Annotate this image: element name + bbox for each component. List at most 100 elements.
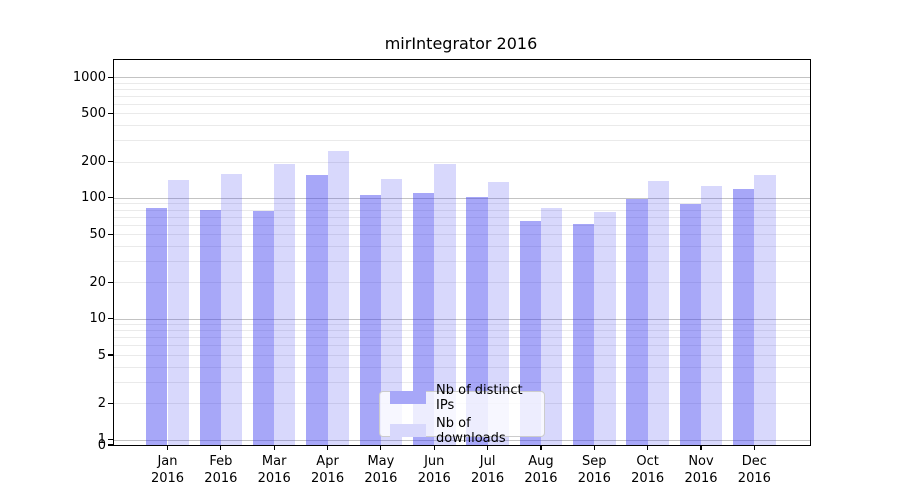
minor-gridline (114, 125, 810, 127)
x-tick-label-oct: Oct 2016 (631, 454, 665, 486)
y-tick-mark (108, 76, 113, 78)
x-tick-mark (753, 445, 755, 450)
x-tick-mark (700, 445, 702, 450)
minor-gridline (114, 88, 810, 90)
bar-nov-distinct-ips (679, 204, 701, 445)
y-tick-mark (108, 438, 113, 441)
y-tick-mark (108, 318, 113, 320)
legend-label-downloads: Nb of downloads (436, 415, 506, 446)
legend-row-downloads: Nb of downloads (380, 416, 544, 446)
y-tick-label: 500 (81, 105, 106, 121)
x-tick-label-jan: Jan 2016 (150, 454, 185, 486)
minor-gridline (114, 95, 810, 97)
bar-oct-downloads (647, 180, 669, 445)
y-tick-label: 200 (81, 154, 106, 170)
x-tick-mark (273, 445, 275, 450)
bar-jun-downloads (434, 164, 456, 445)
major-gridline (114, 318, 810, 320)
bar-jun-distinct-ips (412, 192, 435, 445)
bar-feb-distinct-ips (199, 209, 221, 445)
major-gridline (114, 197, 810, 199)
minor-gridline (114, 203, 810, 205)
minor-gridline (114, 366, 810, 368)
x-tick-label-aug: Aug 2016 (524, 454, 558, 486)
x-tick-mark (647, 445, 649, 450)
minor-gridline (114, 282, 810, 284)
minor-gridline (114, 82, 810, 84)
y-tick-mark (108, 354, 113, 356)
x-tick-label-nov: Nov 2016 (684, 454, 718, 486)
minor-gridline (114, 234, 810, 236)
y-tick-label: 100 (81, 190, 106, 206)
legend-swatch-downloads (390, 424, 426, 437)
minor-gridline (114, 140, 810, 142)
bar-nov-downloads (701, 186, 723, 445)
y-tick-label: 50 (89, 226, 106, 242)
bar-jan-downloads (167, 180, 189, 445)
x-tick-mark (593, 445, 595, 450)
bar-dec-distinct-ips (733, 189, 755, 445)
minor-gridline (114, 261, 810, 263)
minor-gridline (114, 324, 810, 326)
legend: Nb of distinct IPs Nb of downloads (379, 383, 545, 446)
bar-jul-downloads (487, 182, 509, 445)
y-tick-mark (108, 281, 113, 283)
y-tick-label: 10 (89, 311, 106, 327)
minor-gridline (114, 330, 810, 332)
y-tick-label: 2 (97, 395, 106, 411)
bar-aug-distinct-ips (519, 221, 541, 445)
bar-oct-distinct-ips (626, 198, 648, 445)
y-tick-mark (108, 233, 113, 235)
x-tick-label-apr: Apr 2016 (311, 454, 345, 486)
legend-label-distinct-ips: Nb of distinct IPs (436, 382, 523, 413)
bar-dec-downloads (754, 174, 776, 445)
bar-sep-downloads (594, 211, 616, 445)
y-tick-mark (108, 160, 113, 163)
bar-sep-distinct-ips (573, 223, 595, 445)
bar-mar-downloads (274, 164, 296, 445)
bar-may-distinct-ips (359, 195, 381, 445)
major-gridline (114, 439, 810, 441)
bar-may-downloads (380, 179, 403, 445)
bar-apr-distinct-ips (306, 174, 328, 445)
legend-swatch-distinct-ips (390, 391, 426, 404)
x-tick-label-feb: Feb 2016 (204, 454, 238, 486)
x-tick-label-may: May 2016 (364, 454, 398, 486)
y-tick-mark (108, 197, 113, 199)
y-tick-label: 5 (97, 347, 106, 363)
x-tick-label-dec: Dec 2016 (737, 454, 771, 486)
y-tick-label: 1 (97, 432, 106, 447)
minor-gridline (114, 103, 810, 105)
y-tick-label: 0 (97, 437, 106, 453)
major-gridline (114, 77, 810, 79)
x-tick-mark (166, 445, 169, 450)
bar-feb-downloads (220, 174, 243, 445)
x-tick-mark (540, 445, 542, 450)
y-tick-mark (108, 444, 113, 446)
minor-gridline (114, 337, 810, 339)
bar-aug-downloads (540, 207, 563, 445)
x-tick-mark (220, 445, 222, 450)
bar-mar-distinct-ips (252, 210, 275, 445)
x-tick-mark (487, 445, 489, 450)
x-tick-mark (380, 445, 382, 450)
x-tick-mark (433, 445, 435, 450)
minor-gridline (114, 216, 810, 218)
x-tick-label-mar: Mar 2016 (257, 454, 291, 486)
minor-gridline (114, 209, 810, 211)
minor-gridline (114, 161, 810, 163)
legend-row-distinct-ips: Nb of distinct IPs (380, 383, 544, 413)
y-tick-mark (108, 112, 113, 115)
y-tick-label: 1000 (72, 69, 106, 85)
minor-gridline (114, 355, 810, 357)
chart-title: mirIntegrator 2016 (384, 34, 538, 53)
x-tick-label-jun: Jun 2016 (417, 454, 451, 486)
x-tick-label-sep: Sep 2016 (577, 454, 611, 486)
x-tick-label-jul: Jul 2016 (471, 454, 505, 486)
minor-gridline (114, 245, 810, 247)
bar-apr-downloads (327, 150, 349, 445)
bar-jan-distinct-ips (146, 208, 168, 445)
minor-gridline (114, 345, 810, 347)
x-tick-mark (326, 445, 329, 450)
